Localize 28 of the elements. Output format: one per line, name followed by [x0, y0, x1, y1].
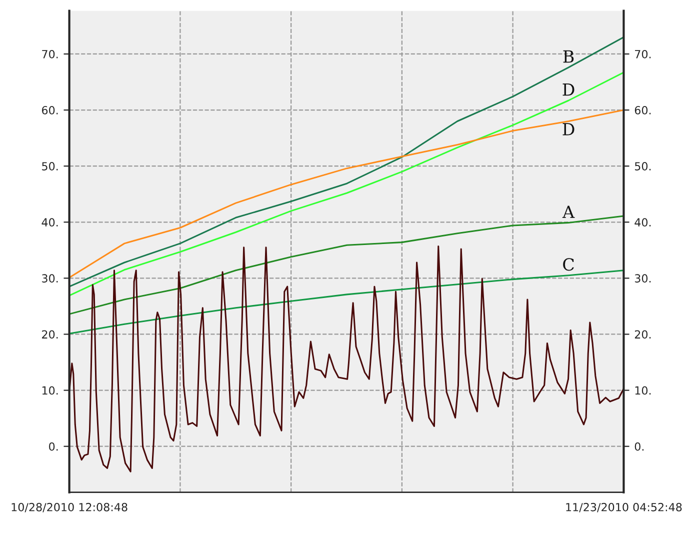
y-tick-label: 0.: [49, 442, 58, 451]
line-series: [69, 270, 624, 334]
y-tick-label: 30.: [42, 274, 58, 283]
x-tick-label: 10/28/2010 12:08:48: [12, 502, 128, 512]
series-label: A: [562, 206, 575, 218]
line-series: [69, 36, 624, 288]
y2-tick-label: 30.: [634, 274, 651, 283]
y2-tick-label: 70.: [635, 50, 651, 58]
y-tick-label: 10.: [42, 386, 58, 395]
y-tick-label: 20.: [42, 330, 58, 339]
line-series: [69, 109, 624, 278]
line-series: [69, 72, 624, 296]
y2-tick-label: 50.: [634, 162, 651, 170]
y-tick-label: 50.: [42, 162, 58, 170]
series-label: D: [562, 84, 574, 96]
y2-tick-label: 40.: [634, 218, 651, 227]
y2-tick-label: 0.: [634, 442, 644, 451]
line-series: [69, 245, 624, 472]
y-tick-label: 60.: [42, 106, 58, 114]
y-tick-label: 70.: [42, 50, 58, 58]
y2-tick-label: 60.: [634, 106, 651, 114]
series-label: B: [563, 50, 574, 63]
x-tick-label: 11/23/2010 04:52:48: [566, 502, 682, 512]
y2-tick-label: 10.: [635, 386, 651, 395]
y-tick-label: 40.: [42, 218, 58, 227]
y2-tick-label: 20.: [634, 330, 651, 339]
series-label: C: [563, 258, 574, 271]
series-label: D: [562, 123, 574, 136]
